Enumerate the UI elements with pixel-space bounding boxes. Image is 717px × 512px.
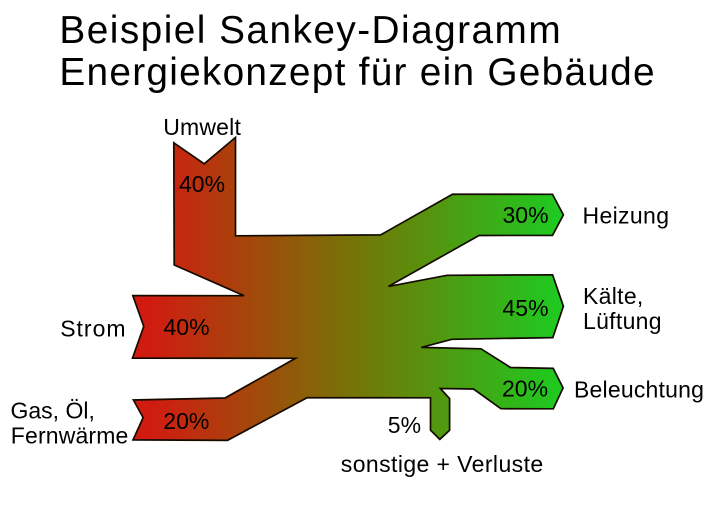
svg-text:40%: 40% [164,314,210,340]
svg-text:20%: 20% [163,408,209,434]
svg-text:Gas, Öl,: Gas, Öl, [11,397,95,423]
svg-text:Fernwärme: Fernwärme [11,422,129,448]
svg-text:Umwelt: Umwelt [163,114,241,140]
svg-text:Beispiel Sankey-Diagramm: Beispiel Sankey-Diagramm [59,9,562,52]
svg-text:Energiekonzept für ein Gebäude: Energiekonzept für ein Gebäude [59,51,655,94]
svg-text:Lüftung: Lüftung [583,308,662,334]
svg-text:30%: 30% [503,202,549,228]
svg-text:20%: 20% [502,375,548,401]
svg-text:Beleuchtung: Beleuchtung [574,376,704,402]
svg-text:Strom: Strom [60,315,126,341]
svg-text:Heizung: Heizung [583,202,670,228]
svg-text:45%: 45% [503,295,549,321]
svg-text:sonstige + Verluste: sonstige + Verluste [341,451,544,477]
svg-text:5%: 5% [388,412,421,438]
svg-text:Kälte,: Kälte, [583,283,644,309]
svg-text:40%: 40% [179,171,225,197]
